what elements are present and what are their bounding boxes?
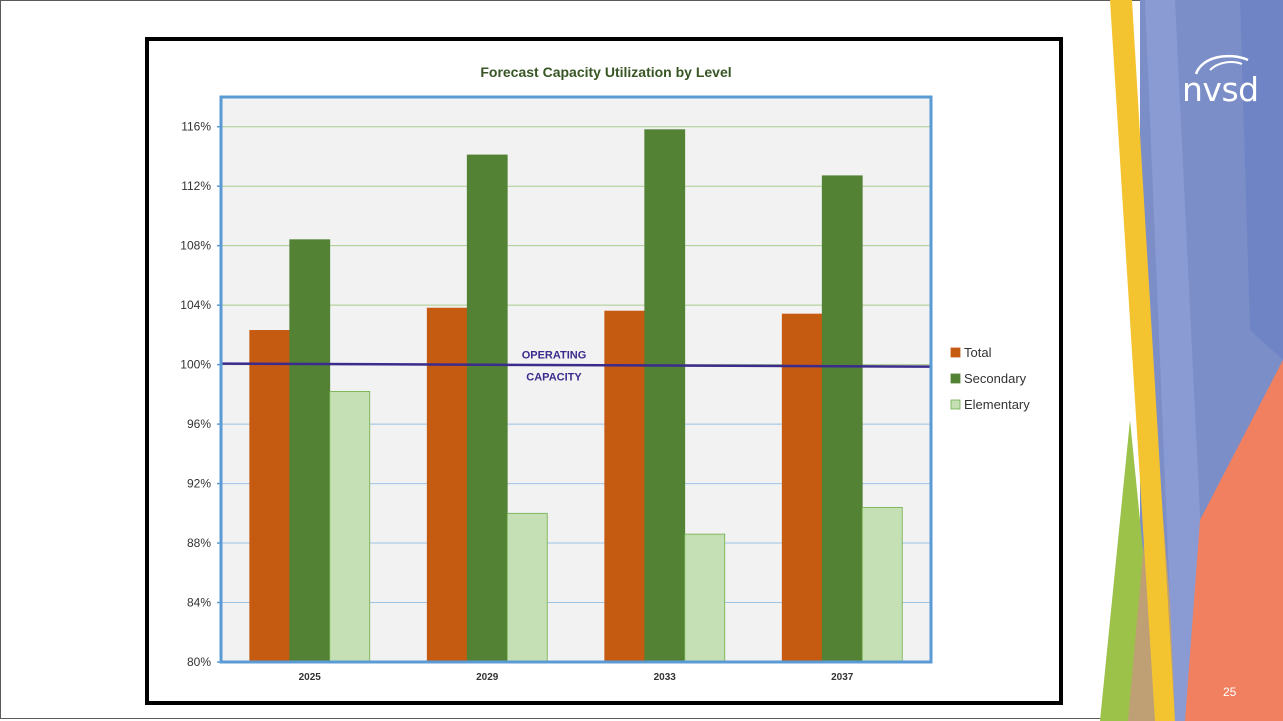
x-tick-label: 2025	[299, 672, 322, 683]
x-tick-label: 2037	[831, 672, 854, 683]
x-tick-label: 2029	[476, 672, 499, 683]
legend-label: Total	[964, 345, 992, 360]
y-tick-label: 116%	[181, 120, 211, 134]
y-tick-label: 92%	[187, 477, 211, 491]
legend-swatch	[951, 400, 960, 409]
bar-secondary	[645, 130, 685, 662]
y-tick-label: 112%	[181, 179, 211, 193]
bar-elementary	[685, 534, 725, 662]
chart: Forecast Capacity Utilization by Level 8…	[149, 41, 1059, 701]
y-tick-label: 84%	[187, 596, 211, 610]
page-number: 25	[1223, 685, 1236, 699]
nvsd-logo: nvsd	[1182, 70, 1259, 109]
y-tick-label: 80%	[187, 655, 211, 669]
operating-capacity-label: CAPACITY	[526, 372, 582, 384]
bar-elementary	[507, 513, 547, 662]
bar-total	[427, 308, 467, 662]
legend-swatch	[951, 348, 960, 357]
bar-secondary	[822, 176, 862, 662]
chart-title: Forecast Capacity Utilization by Level	[480, 64, 731, 80]
operating-capacity-label: OPERATING	[522, 350, 587, 362]
y-tick-label: 104%	[180, 298, 211, 312]
legend-swatch	[951, 374, 960, 383]
bar-secondary	[290, 240, 330, 662]
legend-label: Secondary	[964, 371, 1027, 386]
y-tick-label: 96%	[187, 417, 211, 431]
bar-secondary	[467, 155, 507, 662]
bar-total	[250, 330, 290, 662]
bar-elementary	[330, 391, 370, 662]
y-tick-label: 88%	[187, 536, 211, 550]
y-tick-label: 108%	[180, 239, 211, 253]
y-tick-label: 100%	[180, 358, 211, 372]
chart-frame: Forecast Capacity Utilization by Level 8…	[145, 37, 1063, 705]
legend-label: Elementary	[964, 397, 1030, 412]
bar-elementary	[862, 507, 902, 662]
x-tick-label: 2033	[654, 672, 677, 683]
bar-total	[605, 311, 645, 662]
